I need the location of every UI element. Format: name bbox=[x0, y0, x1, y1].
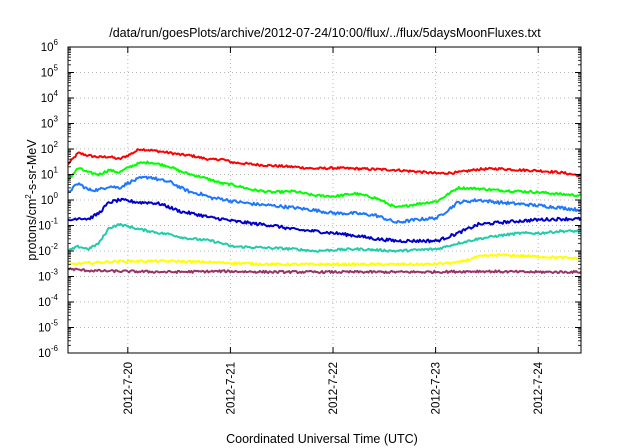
y-tick-base: 10 bbox=[41, 195, 54, 207]
y-axis-label-suffix: -s-sr-MeV bbox=[25, 139, 39, 195]
grid-lines bbox=[68, 47, 581, 353]
series-line-7 bbox=[67, 267, 582, 275]
y-tick-exponent: -6 bbox=[51, 344, 59, 353]
y-tick-label: 103 bbox=[41, 115, 59, 131]
y-tick-base: 10 bbox=[38, 221, 51, 233]
y-axis-label: protons/cm2-s-sr-MeV bbox=[24, 139, 39, 261]
y-tick-label: 100 bbox=[41, 191, 59, 207]
series-line-4 bbox=[67, 197, 582, 244]
y-tick-label: 104 bbox=[41, 89, 59, 105]
axis-ticks: 10610510410310210110010-110-210-310-410-… bbox=[38, 38, 581, 414]
y-axis-label-superscript: 2 bbox=[24, 194, 33, 199]
y-tick-base: 10 bbox=[38, 297, 51, 309]
y-tick-exponent: 2 bbox=[54, 140, 59, 149]
series-line-1 bbox=[67, 148, 582, 178]
x-tick-label: 2012-7-21 bbox=[225, 362, 237, 414]
y-tick-exponent: 5 bbox=[54, 64, 59, 73]
y-tick-exponent: 3 bbox=[54, 115, 59, 124]
x-tick-label: 2012-7-20 bbox=[123, 362, 135, 414]
y-tick-label: 10-4 bbox=[38, 293, 58, 309]
y-tick-exponent: -1 bbox=[51, 217, 59, 226]
y-tick-exponent: -2 bbox=[51, 242, 59, 251]
y-tick-exponent: 4 bbox=[54, 89, 59, 98]
y-tick-label: 10-2 bbox=[38, 242, 58, 258]
y-tick-base: 10 bbox=[41, 144, 54, 156]
series-line-3 bbox=[67, 175, 582, 224]
data-series bbox=[67, 148, 582, 275]
y-tick-exponent: 6 bbox=[54, 38, 59, 47]
y-tick-label: 106 bbox=[41, 38, 59, 54]
y-tick-base: 10 bbox=[41, 68, 54, 80]
x-axis-label: Coordinated Universal Time (UTC) bbox=[226, 432, 418, 446]
y-axis-label-prefix: protons/cm bbox=[25, 199, 39, 261]
series-line-2 bbox=[67, 160, 582, 209]
y-tick-base: 10 bbox=[38, 272, 51, 284]
y-tick-label: 10-5 bbox=[38, 319, 58, 335]
y-tick-exponent: 1 bbox=[54, 166, 59, 175]
x-tick-label: 2012-7-24 bbox=[533, 361, 545, 414]
y-tick-base: 10 bbox=[41, 42, 54, 54]
y-tick-exponent: -5 bbox=[51, 319, 59, 328]
y-tick-base: 10 bbox=[38, 246, 51, 258]
y-tick-label: 10-3 bbox=[38, 268, 58, 284]
y-tick-exponent: -3 bbox=[51, 268, 59, 277]
series-line-5 bbox=[67, 222, 582, 253]
chart-title: /data/run/goesPlots/archive/2012-07-24/1… bbox=[109, 26, 541, 40]
y-tick-base: 10 bbox=[41, 170, 54, 182]
y-tick-exponent: 0 bbox=[54, 191, 59, 200]
y-tick-label: 10-6 bbox=[38, 344, 58, 360]
y-tick-base: 10 bbox=[38, 323, 51, 335]
y-tick-base: 10 bbox=[41, 93, 54, 105]
y-tick-exponent: -4 bbox=[51, 293, 59, 302]
y-tick-base: 10 bbox=[38, 348, 51, 360]
y-tick-label: 101 bbox=[41, 166, 59, 182]
y-tick-label: 102 bbox=[41, 140, 59, 156]
x-tick-label: 2012-7-22 bbox=[328, 362, 340, 414]
y-tick-base: 10 bbox=[41, 119, 54, 131]
x-tick-label: 2012-7-23 bbox=[431, 362, 443, 414]
series-line-6 bbox=[67, 253, 582, 267]
y-tick-label: 10-1 bbox=[38, 217, 58, 233]
y-tick-label: 105 bbox=[41, 64, 59, 80]
